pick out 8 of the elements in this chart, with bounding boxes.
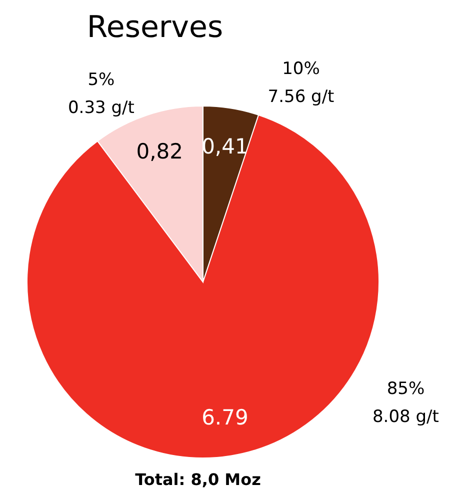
text: 5% 0.33 g/t xyxy=(68,70,135,118)
data-label: 0,82 xyxy=(136,140,184,164)
text: Total: 8,0 Moz xyxy=(134,470,262,489)
data-label: 6.79 xyxy=(202,406,248,430)
text: 10% 7.56 g/t xyxy=(268,58,335,107)
data-label: 0,41 xyxy=(202,134,248,158)
chart-title: Reserves xyxy=(86,10,224,45)
text: 85% 8.08 g/t xyxy=(372,378,440,427)
